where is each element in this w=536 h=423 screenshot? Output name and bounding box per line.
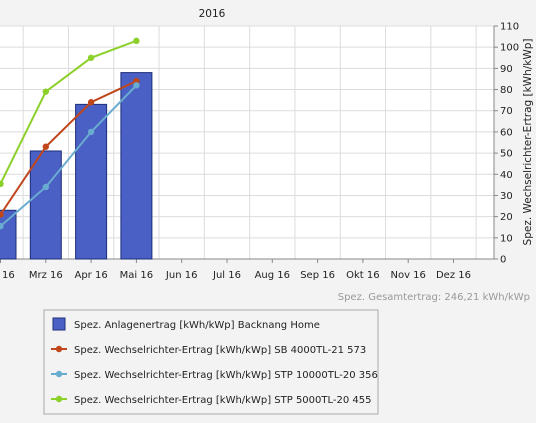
legend-entry: Spez. Anlagenertrag [kWh/kWp] Backnang H… xyxy=(74,320,320,331)
x-tick-label: Sep 16 xyxy=(300,270,335,281)
y-tick-label: 80 xyxy=(500,85,513,96)
series-marker-2 xyxy=(42,88,49,95)
y-tick-label: 30 xyxy=(500,191,513,202)
total-yield-label: Spez. Gesamtertrag: 246,21 kWh/kWp xyxy=(338,292,530,303)
y-axis-label: Spez. Wechselrichter-Ertrag [kWh/kWp] xyxy=(522,39,534,246)
y-tick-label: 70 xyxy=(500,106,513,117)
bar-mrz-16 xyxy=(29,150,62,260)
chart-title: 2016 xyxy=(199,8,226,20)
y-tick-label: 0 xyxy=(500,255,506,266)
legend-swatch-bar xyxy=(52,317,66,331)
x-tick-label: Mai 16 xyxy=(120,270,153,281)
series-marker-2 xyxy=(87,54,95,61)
x-tick-label: Aug 16 xyxy=(255,270,290,281)
y-tick-label: 60 xyxy=(500,127,513,138)
bar-feb-16 xyxy=(0,209,17,260)
legend-swatch-marker xyxy=(55,345,63,353)
legend-swatch-marker xyxy=(55,395,63,403)
y-tick-label: 40 xyxy=(500,170,513,181)
series-marker-1 xyxy=(87,128,95,136)
legend xyxy=(43,309,379,415)
legend-swatch-marker xyxy=(55,370,63,378)
series-marker-0 xyxy=(0,211,4,218)
x-tick-label: Mrz 16 xyxy=(29,270,63,281)
legend-entry: Spez. Wechselrichter-Ertrag [kWh/kWp] ST… xyxy=(74,395,372,406)
series-marker-1 xyxy=(42,183,49,191)
series-marker-1 xyxy=(133,82,140,89)
x-tick-label: Jul 16 xyxy=(212,270,241,281)
plot-area xyxy=(0,26,494,259)
y-tick-label: 110 xyxy=(500,22,519,33)
series-marker-2 xyxy=(133,37,140,45)
x-tick-label: eb 16 xyxy=(0,270,15,281)
x-tick-label: Jun 16 xyxy=(165,270,198,281)
y-tick-label: 90 xyxy=(500,64,513,75)
series-marker-2 xyxy=(0,180,4,188)
series-marker-1 xyxy=(0,222,4,230)
x-tick-label: Okt 16 xyxy=(346,270,380,281)
x-tick-label: Dez 16 xyxy=(436,270,471,281)
y-tick-label: 10 xyxy=(500,233,513,244)
x-tick-label: Nov 16 xyxy=(390,270,425,281)
series-marker-0 xyxy=(42,143,49,150)
series-marker-0 xyxy=(87,99,95,106)
legend-entry: Spez. Wechselrichter-Ertrag [kWh/kWp] SB… xyxy=(74,345,366,356)
x-tick-label: Apr 16 xyxy=(74,270,107,281)
y-tick-label: 20 xyxy=(500,212,513,223)
bar-mai-16 xyxy=(120,72,153,260)
y-tick-label: 50 xyxy=(500,149,513,160)
bar-apr-16 xyxy=(75,103,108,260)
y-tick-label: 100 xyxy=(500,43,519,54)
legend-entry: Spez. Wechselrichter-Ertrag [kWh/kWp] ST… xyxy=(74,370,378,381)
